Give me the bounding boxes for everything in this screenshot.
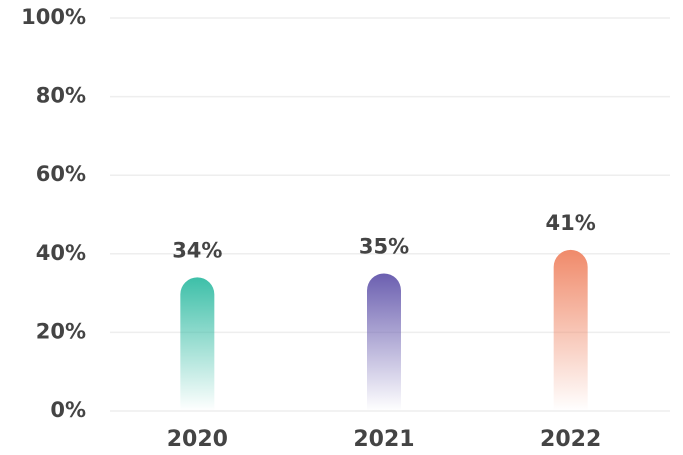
y-tick-label: 20% [36, 319, 86, 343]
y-tick-label: 60% [36, 162, 86, 186]
bar [180, 277, 215, 411]
x-tick-label: 2022 [540, 427, 601, 452]
y-tick-label: 0% [50, 398, 86, 422]
bar [553, 249, 588, 411]
y-tick-label: 100% [21, 5, 86, 29]
y-tick-label: 40% [36, 241, 86, 265]
bar [367, 273, 401, 411]
value-label: 41% [546, 211, 596, 235]
x-tick-label: 2021 [353, 427, 414, 452]
x-tick-label: 2020 [167, 427, 228, 452]
value-label: 34% [172, 238, 222, 262]
value-label: 35% [359, 234, 409, 258]
y-tick-label: 80% [36, 84, 86, 108]
